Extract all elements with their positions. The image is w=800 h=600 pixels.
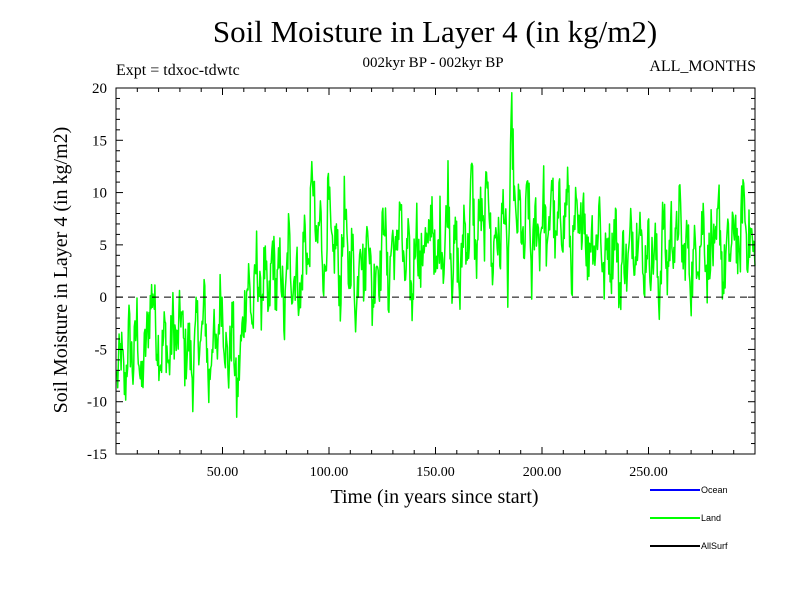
x-tick-label: 150.00: [416, 465, 455, 480]
y-tick-label: 5: [100, 238, 108, 254]
series-line-land: [116, 91, 756, 418]
x-tick-label: 200.00: [523, 465, 562, 480]
y-tick-label: -5: [95, 342, 108, 358]
legend: Ocean Land AllSurf: [650, 485, 728, 551]
experiment-label: Expt = tdxoc-tdwtc: [116, 62, 240, 79]
axis-layer: -15 -10 -5 0 5 10 15 20 50.00 100.00 150.00 200.00 2…: [50, 81, 756, 508]
y-tick-label: 0: [100, 290, 108, 306]
y-tick-label: 20: [92, 81, 107, 97]
legend-label-allsurf: AllSurf: [701, 541, 728, 551]
chart-title: Soil Moisture in Layer 4 (in kg/m2): [212, 14, 658, 49]
y-axis-label: Soil Moisture in Layer 4 (in kg/m2): [50, 127, 72, 414]
months-label: ALL_MONTHS: [649, 58, 756, 75]
y-tick-label: -10: [87, 395, 107, 411]
y-tick-label: -15: [87, 447, 107, 463]
y-tick-label: 15: [92, 133, 107, 149]
x-tick-label: 100.00: [310, 465, 349, 480]
plot-layer: [116, 91, 756, 418]
x-axis-label: Time (in years since start): [330, 486, 538, 508]
x-tick-label: 250.00: [629, 465, 668, 480]
period-label: 002kyr BP - 002kyr BP: [362, 55, 504, 71]
legend-label-land: Land: [701, 513, 721, 523]
x-tick-label: 50.00: [207, 465, 239, 480]
legend-label-ocean: Ocean: [701, 485, 728, 495]
y-tick-label: 10: [92, 186, 107, 202]
